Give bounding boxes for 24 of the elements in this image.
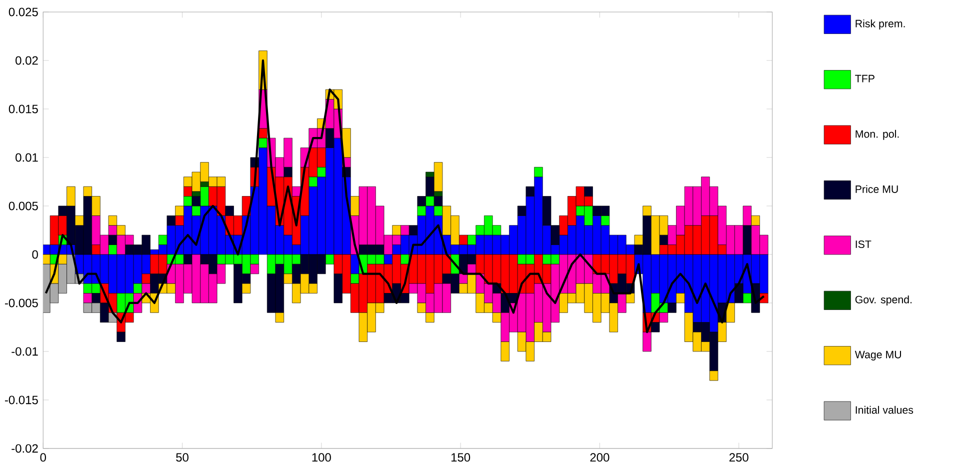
legend-label: Mon. pol. (856, 130, 899, 140)
legend-label: Initial values (856, 406, 914, 414)
y-tick-label: 0 (32, 250, 38, 259)
x-tick-label: 200 (590, 452, 610, 462)
x-tick-label: 0 (40, 452, 46, 462)
y-tick-label: -0.01 (12, 347, 38, 356)
y-tick-label: 0.015 (8, 104, 38, 114)
y-tick-label: -0.005 (4, 298, 38, 308)
legend-label: Gov. spend. (855, 295, 912, 306)
y-tick-label: 0.025 (8, 8, 38, 16)
legend-label: Wage MU (854, 350, 901, 360)
legend-label: Risk prem. (856, 19, 905, 30)
y-tick-label: -0.015 (4, 396, 38, 404)
x-tick-label: 50 (176, 452, 188, 462)
legend-label: TFP (855, 74, 874, 82)
x-tick-label: 250 (729, 452, 748, 462)
y-tick-label: 0.01 (16, 153, 38, 162)
y-tick-label: -0.02 (12, 444, 38, 452)
y-tick-label: 0.02 (16, 56, 38, 65)
legend-label: IST (856, 240, 872, 248)
y-tick-label: 0.005 (8, 202, 38, 210)
x-tick-label: 100 (312, 452, 331, 462)
x-tick-label: 150 (451, 452, 470, 462)
legend-label: Price MU (856, 184, 898, 193)
